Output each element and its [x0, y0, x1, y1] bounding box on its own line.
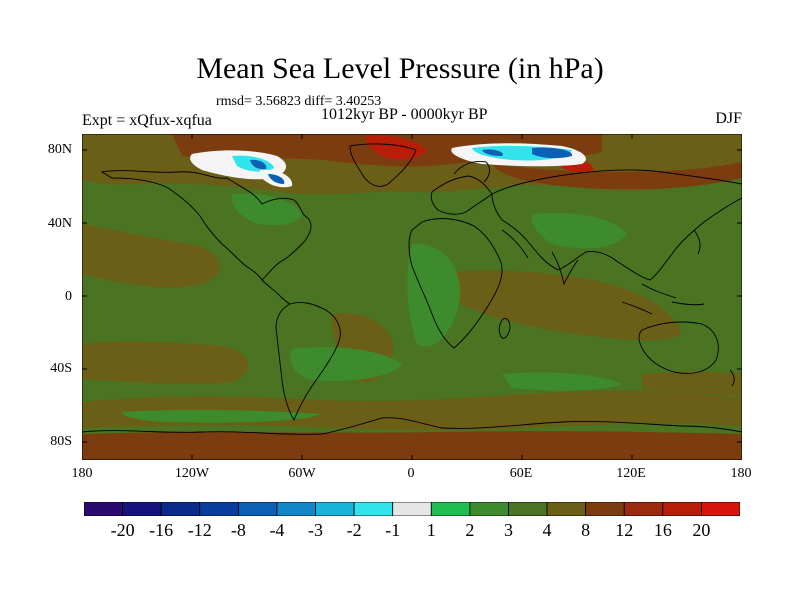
colorbar-swatch: [701, 502, 740, 516]
low-pressure-regions: [190, 143, 586, 188]
antarctic-rust: [82, 431, 742, 460]
colorbar: [84, 502, 740, 516]
colorbar-level-label: 4: [542, 520, 552, 540]
green-anomaly-regions: [122, 193, 627, 423]
coast-new-zealand: [729, 369, 735, 387]
lon-label-180w: 180: [71, 466, 93, 481]
lat-label-80s: 80S: [50, 434, 72, 449]
colorbar-swatch: [84, 502, 123, 516]
fennoscandia-blue-west: [482, 149, 503, 156]
coastlines: [82, 143, 742, 435]
colorbar-level-label: -2: [346, 520, 362, 540]
colorbar-level-label: 20: [692, 520, 711, 540]
colorbar-level-label: -16: [149, 520, 174, 540]
season-label: DJF: [715, 110, 742, 127]
colorbar-swatch: [199, 502, 239, 516]
colorbar-level-label: 1: [426, 520, 436, 540]
north-america-green: [231, 193, 302, 226]
colorbar-level-label: 16: [653, 520, 672, 540]
lat-ticks: [82, 149, 742, 443]
colorbar-level-label: -20: [110, 520, 135, 540]
colorbar-swatch: [392, 502, 432, 516]
lat-label-40s: 40S: [50, 361, 72, 376]
colorbar-swatch: [430, 502, 471, 516]
coast-africa: [408, 218, 503, 349]
colorbar-swatch: [623, 502, 664, 516]
chart-title: Mean Sea Level Pressure (in hPa): [196, 52, 604, 85]
lon-label-120e: 120E: [616, 466, 646, 481]
coast-maritime-se-asia: [621, 283, 705, 315]
colorbar-level-label: 2: [465, 520, 475, 540]
lon-label-60e: 60E: [509, 466, 533, 481]
africa-green: [407, 243, 461, 347]
lon-label-60w: 60W: [288, 466, 316, 481]
lat-label-40n: 40N: [47, 216, 72, 231]
greenland-red: [366, 135, 427, 160]
south-atlantic-green: [290, 347, 402, 381]
coast-madagascar: [498, 317, 511, 339]
lon-ticks: [191, 134, 633, 460]
colorbar-swatch: [546, 502, 587, 516]
colorbar-swatch: [585, 502, 625, 516]
east-pacific-brown: [642, 371, 742, 396]
coast-antarctica: [82, 417, 742, 435]
colorbar-swatch: [122, 502, 162, 516]
coast-europe: [430, 175, 493, 215]
colorbar-level-label: -12: [187, 520, 212, 540]
colorbar-swatch: [160, 502, 201, 516]
coast-north-america: [100, 170, 312, 281]
coast-japan: [693, 229, 701, 255]
colorbar-swatches: [84, 502, 740, 516]
lat-label-0: 0: [65, 289, 72, 304]
colorbar-swatch: [315, 502, 355, 516]
coast-greenland: [349, 143, 417, 187]
coast-central-america: [261, 279, 291, 305]
lon-label-180e: 180: [730, 466, 752, 481]
colorbar-swatch: [276, 502, 316, 516]
fennoscandia-blue: [532, 147, 573, 159]
colorbar-swatch: [662, 502, 702, 516]
period-label: 1012kyr BP - 0000kyr BP: [321, 106, 488, 123]
coast-asia: [491, 169, 742, 281]
hudson-blue: [268, 174, 285, 184]
colorbar-swatch: [508, 502, 548, 516]
colorbar-swatch: [469, 502, 509, 516]
indian-brown: [442, 270, 682, 341]
experiment-label: Expt = xQfux-xqfua: [82, 112, 212, 129]
lon-label-0: 0: [407, 466, 415, 481]
southern-ocean-green: [122, 409, 322, 423]
colorbar-level-label: 3: [503, 520, 513, 540]
pacific-brown-mid: [82, 341, 249, 384]
coast-australia: [638, 321, 719, 374]
colorbar-level-label: -3: [308, 520, 324, 540]
colorbar-level-label: -4: [269, 520, 285, 540]
colorbar-level-label: 8: [581, 520, 591, 540]
colorbar-swatch: [353, 502, 394, 516]
lon-label-120w: 120W: [174, 466, 210, 481]
colorbar-level-label: 12: [615, 520, 634, 540]
indian-south-green: [502, 372, 622, 391]
colorbar-swatch: [237, 502, 278, 516]
coast-south-america: [275, 301, 341, 422]
colorbar-level-label: -8: [230, 520, 246, 540]
laurentide-blue: [250, 159, 267, 170]
pressure-map: [82, 134, 742, 460]
coast-arabia-india: [501, 229, 579, 286]
coast-scandinavia: [453, 161, 491, 183]
pacific-brown-west: [82, 224, 221, 288]
colorbar-level-label: -1: [385, 520, 401, 540]
asia-green: [531, 212, 627, 249]
stats-subtitle: rmsd= 3.56823 diff= 3.40253: [216, 94, 382, 109]
eurasia-rust: [492, 162, 742, 190]
lat-label-80n: 80N: [47, 142, 72, 157]
